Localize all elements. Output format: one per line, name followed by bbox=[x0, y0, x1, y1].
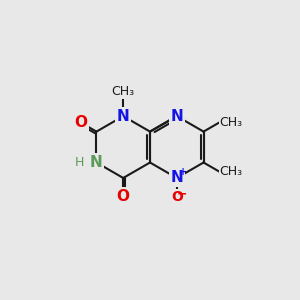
Text: O: O bbox=[117, 189, 130, 204]
Text: H: H bbox=[75, 156, 84, 169]
Text: O: O bbox=[74, 115, 87, 130]
Text: CH₃: CH₃ bbox=[112, 85, 135, 98]
Text: N: N bbox=[90, 155, 103, 170]
Text: +: + bbox=[178, 167, 187, 177]
Text: CH₃: CH₃ bbox=[219, 116, 242, 129]
Text: N: N bbox=[170, 170, 183, 185]
Text: O: O bbox=[171, 190, 183, 204]
Text: CH₃: CH₃ bbox=[219, 165, 242, 178]
Text: −: − bbox=[177, 187, 187, 200]
Text: N: N bbox=[117, 109, 130, 124]
Text: N: N bbox=[170, 109, 183, 124]
